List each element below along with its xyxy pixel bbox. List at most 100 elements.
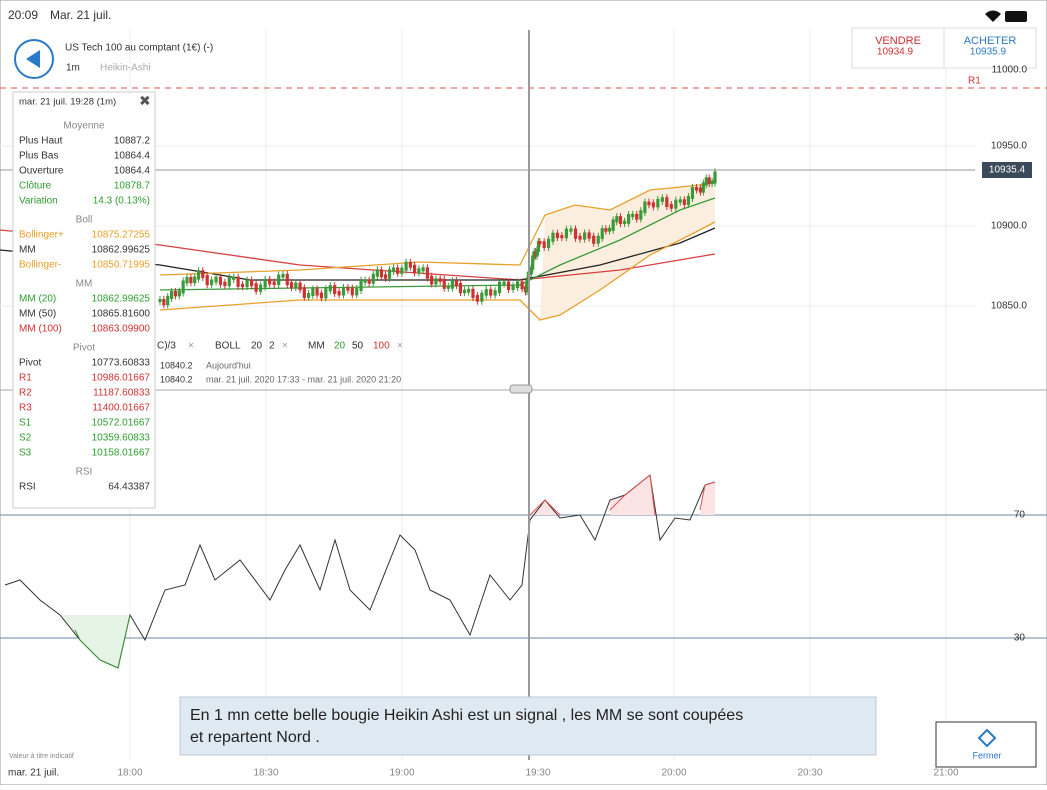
mm-period: 50 [352,341,364,352]
candle-body [240,283,245,288]
candle-body [185,277,189,284]
candle-body [430,275,434,285]
tooltip-close[interactable]: ✖ [139,93,151,109]
time-date: mar. 21 juil. [8,768,59,779]
tooltip-label: Pivot [19,358,41,369]
candle-body [355,288,359,296]
tooltip-section: Pivot [73,343,95,354]
candle-body [573,228,578,239]
candle-body [536,241,541,253]
candle-body [475,295,479,302]
candle-body [607,227,612,232]
tooltip-label: MM (20) [19,294,56,305]
sell-button[interactable] [851,27,945,69]
candle-body [446,285,450,289]
candle-body [600,228,604,239]
candle-body [259,284,263,292]
candle-body [196,270,201,280]
candle-body [328,285,332,292]
tooltip-value: 10158.01667 [92,448,151,459]
candle-body [236,276,240,287]
candle-body [647,201,651,206]
candle-body [375,269,379,277]
candle-body [538,241,542,245]
candle-body [298,282,302,291]
caption-box [179,696,877,756]
remove-icon[interactable]: × [282,341,288,352]
boll-dev: 2 [269,341,275,352]
candle-body [421,267,425,272]
remove-icon[interactable]: × [397,341,403,352]
tooltip-label: MM [19,245,36,256]
candle-body [520,281,524,290]
candle-body [669,203,673,209]
tooltip-value: 10986.01667 [92,373,151,384]
candle-body [387,269,392,279]
panel-handle[interactable] [509,384,533,394]
tooltip-value: 64.43387 [108,482,150,493]
candle-body [604,228,608,232]
candle-body [181,280,185,294]
close-label: Fermer [973,750,1002,760]
buy-label: ACHETER [964,35,1017,47]
time-tick: 18:30 [253,768,278,779]
tooltip-section: RSI [76,467,93,478]
sell-price: 10934.9 [877,47,914,58]
tooltip-value: 10864.4 [114,166,151,177]
candle-body [627,214,631,224]
candle-body [434,278,438,285]
tooltip-label: Plus Bas [19,151,58,162]
price-tick: 10900.0 [991,221,1028,232]
candle-body [615,216,619,223]
tooltip-label: RSI [19,482,36,493]
time-tick: 19:00 [389,768,414,779]
bollinger-upper [159,179,716,276]
wifi [985,10,1001,22]
tooltip-value: 11400.01667 [92,403,150,414]
candle-body [569,228,573,232]
candle-body [511,285,515,291]
candle-body [162,299,166,306]
tooltip-label: S1 [19,418,32,429]
candle-body [458,282,463,294]
candle-body [193,276,197,284]
candle-body [169,290,174,299]
candle-body [707,177,711,185]
tooltip-value: 10887.2 [114,136,151,147]
price-tick: 10950.0 [991,141,1028,152]
candle-body [531,255,535,270]
candle-body [263,278,267,288]
candle-body [454,280,459,286]
tooltip-value: 10862.99625 [92,245,151,256]
tooltip-value: 10863.09900 [92,324,151,335]
remove-icon[interactable]: × [188,341,194,352]
candle-body [285,273,289,286]
candle-body [319,292,324,299]
candle-body [502,281,506,285]
candle-body [346,286,350,291]
candle-body [484,289,488,296]
info-label: Aujourd'hui [206,360,251,370]
candle-body [425,267,429,279]
rsi-overbought-fill [530,475,715,515]
tooltip-label: Bollinger- [19,260,61,271]
tooltip-value: 14.3 (0.13%) [93,196,150,207]
mm-period: 20 [334,341,346,352]
tooltip [12,91,156,509]
candle-body [462,289,467,294]
candle-body [383,274,388,279]
candle-body [551,232,555,242]
candle-body [289,282,294,289]
candle-body [587,232,591,239]
tooltip-label: MM (50) [19,309,56,320]
candle-body [324,288,328,299]
tooltip-header: mar. 21 juil. 19:28 (1m) [19,97,116,108]
candle-body [516,281,520,289]
buy-button[interactable] [943,27,1037,69]
candle-body [506,281,511,291]
candle-body [450,280,454,289]
boll-period: 20 [251,341,263,352]
tooltip-label: Plus Haut [19,136,63,147]
